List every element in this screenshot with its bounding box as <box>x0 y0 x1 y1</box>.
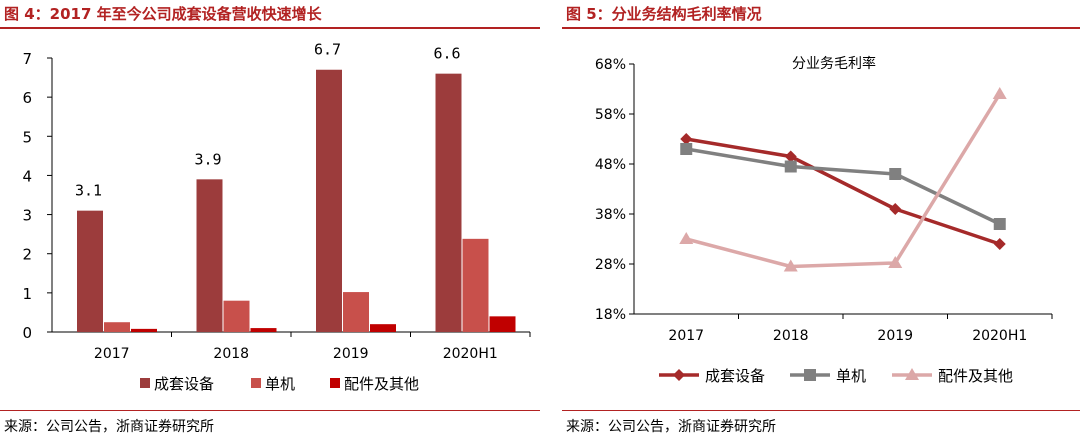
legend-marker-2 <box>804 369 816 381</box>
legend-label: 单机 <box>265 375 295 393</box>
legend-label: 配件及其他 <box>938 367 1013 385</box>
legend-marker-1 <box>673 369 685 381</box>
data-point <box>680 143 693 155</box>
data-point <box>680 133 693 145</box>
right-source: 来源：公司公告，浙商证券研究所 <box>566 419 776 435</box>
title-rule <box>562 27 1080 29</box>
data-point <box>783 259 798 272</box>
x-tick-label: 2020H1 <box>443 346 498 362</box>
x-tick-label: 2019 <box>877 328 913 344</box>
data-point <box>889 168 902 180</box>
data-label: 3.9 <box>194 150 221 168</box>
y-tick-label: 58% <box>595 107 626 123</box>
data-label: 6.7 <box>314 41 341 59</box>
bar-2 <box>104 322 130 332</box>
x-tick-label: 2017 <box>94 346 130 362</box>
x-tick-label: 2018 <box>773 328 809 344</box>
bar-1 <box>77 210 103 332</box>
x-tick-label: 2019 <box>333 346 369 362</box>
y-tick-label: 6 <box>22 89 32 107</box>
y-tick-label: 18% <box>595 307 626 323</box>
right-panel: 图 5：分业务结构毛利率情况 18% 28% 38% 48% 58% 68% 分业务毛利率 2… <box>562 0 1080 441</box>
bar-2 <box>343 292 369 332</box>
data-point <box>993 218 1006 230</box>
legend-label: 成套设备 <box>154 375 214 393</box>
source-rule <box>0 410 540 411</box>
data-label: 6.6 <box>433 45 460 63</box>
bar-chart: 0 1 2 3 4 5 6 7 3.1 2017 3.9 2018 6.7 2019 6.6 2020H1 成套… <box>22 41 531 393</box>
x-tick-label: 2017 <box>668 328 704 344</box>
data-point <box>993 238 1006 250</box>
x-tick-label: 2018 <box>213 346 249 362</box>
y-tick-label: 7 <box>22 50 32 68</box>
bar-1 <box>316 69 342 332</box>
legend-swatch-3 <box>330 378 340 388</box>
figure-4-title: 图 4：2017 年至今公司成套设备营收快速增长 <box>4 5 322 23</box>
series-line-2 <box>685 147 1001 226</box>
title-rule <box>0 27 540 29</box>
legend-swatch-1 <box>140 378 150 388</box>
legend-marker-3 <box>905 368 919 380</box>
bar-3 <box>489 316 516 332</box>
chart-title: 分业务毛利率 <box>792 55 876 72</box>
bar-3 <box>370 324 396 332</box>
legend-swatch-2 <box>251 378 261 388</box>
bar-1 <box>196 179 223 332</box>
series-line-3 <box>685 93 1002 269</box>
data-point <box>888 256 903 268</box>
y-tick-label: 38% <box>595 207 626 223</box>
y-tick-label: 68% <box>595 57 626 73</box>
source-rule <box>562 410 1080 411</box>
y-tick-label: 1 <box>22 285 32 303</box>
legend-label: 单机 <box>836 367 866 385</box>
legend-label: 配件及其他 <box>344 375 419 393</box>
bar-2 <box>462 238 489 332</box>
bar-3 <box>131 328 157 332</box>
y-tick-label: 3 <box>22 207 32 225</box>
data-point <box>784 150 797 163</box>
left-panel: 图 4：2017 年至今公司成套设备营收快速增长 0 1 2 3 4 5 6 7 3.1 2017… <box>0 5 540 435</box>
data-point <box>679 232 694 244</box>
bar-1 <box>435 73 462 333</box>
y-tick-label: 4 <box>22 167 32 185</box>
y-tick-label: 48% <box>595 157 626 173</box>
left-source: 来源：公司公告，浙商证券研究所 <box>4 419 214 435</box>
data-point <box>992 87 1007 99</box>
data-point <box>889 203 902 215</box>
y-tick-label: 2 <box>22 246 32 264</box>
data-label: 3.1 <box>75 182 102 200</box>
bar-2 <box>223 300 250 332</box>
series-line-1 <box>685 137 1001 246</box>
bar-3 <box>250 328 277 332</box>
legend-label: 成套设备 <box>705 367 765 385</box>
x-tick-label: 2020H1 <box>972 328 1027 344</box>
y-tick-label: 5 <box>22 128 32 146</box>
figure-5-title: 图 5：分业务结构毛利率情况 <box>566 5 762 23</box>
data-point <box>784 160 797 173</box>
y-tick-label: 0 <box>22 324 32 342</box>
line-chart: 18% 28% 38% 48% 58% 68% 分业务毛利率 2017 2018 2019 2020… <box>595 55 1053 385</box>
y-tick-label: 28% <box>595 257 626 273</box>
